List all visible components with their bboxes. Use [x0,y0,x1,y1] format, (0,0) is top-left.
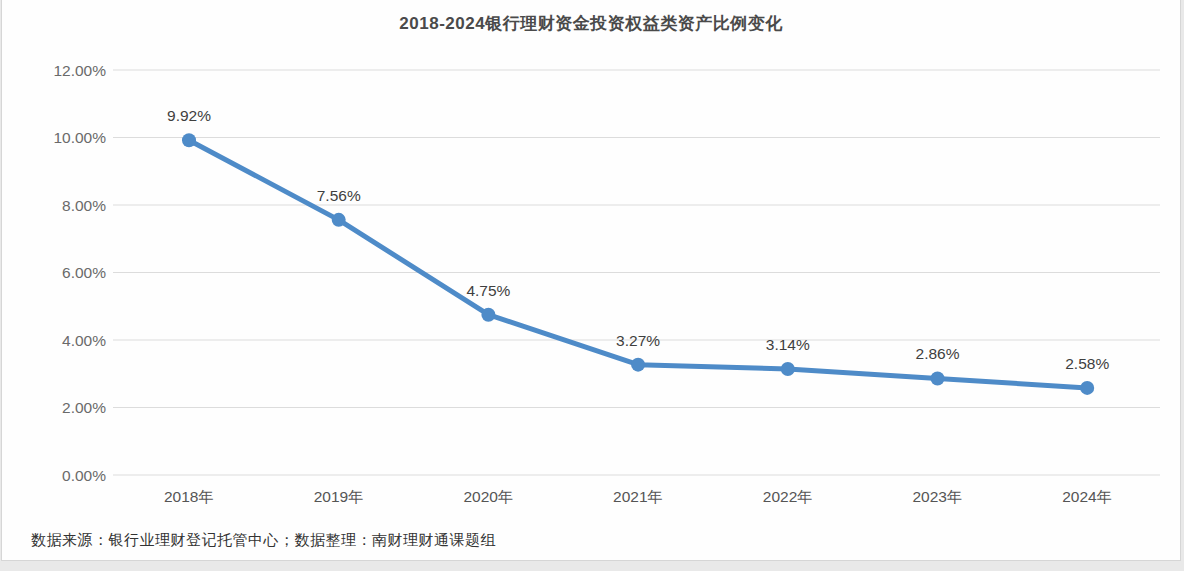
data-point-marker [931,371,945,385]
data-point-marker [631,358,645,372]
x-axis-tick-label: 2019年 [314,488,364,505]
x-axis-tick-label: 2018年 [164,488,214,505]
data-point-label: 2.58% [1065,355,1109,372]
line-chart-plot-area: 12.00% 10.00% 8.00% 6.00% 4.00% 2.00% 0.00% 201… [2,0,1180,520]
data-point-label: 4.75% [466,282,510,299]
y-axis-tick-label: 10.00% [53,129,106,146]
y-axis-tick-label: 2.00% [62,399,106,416]
chart-card: 2018-2024银行理财资金投资权益类资产比例变化 12.00%10.00%8… [1,0,1181,561]
x-axis-tick-label: 2024年 [1062,488,1112,505]
data-point-marker [1080,381,1094,395]
chart-screenshot: 2018-2024银行理财资金投资权益类资产比例变化 12.00%10.00%8… [0,0,1184,571]
y-axis-tick-label: 12.00% [53,62,106,79]
y-axis-tick-label: 6.00% [62,264,106,281]
y-axis-tick-label: 0.00% [62,467,106,484]
x-axis-tick-label: 2023年 [913,488,963,505]
x-axis-tick-label: 2020年 [463,488,513,505]
data-point-label: 3.27% [616,332,660,349]
data-point-label: 7.56% [317,187,361,204]
data-point-marker [182,133,196,147]
data-point-marker [332,213,346,227]
y-axis-tick-label: 4.00% [62,332,106,349]
data-point-label: 2.86% [916,345,960,362]
data-point-label: 9.92% [167,107,211,124]
data-point-marker [781,362,795,376]
data-point-marker [481,308,495,322]
data-point-label: 3.14% [766,336,810,353]
y-axis-tick-label: 8.00% [62,197,106,214]
data-source-note: 数据来源：银行业理财登记托管中心；数据整理：南财理财通课题组 [31,531,496,550]
x-axis-tick-label: 2021年 [613,488,663,505]
x-axis-tick-label: 2022年 [763,488,813,505]
